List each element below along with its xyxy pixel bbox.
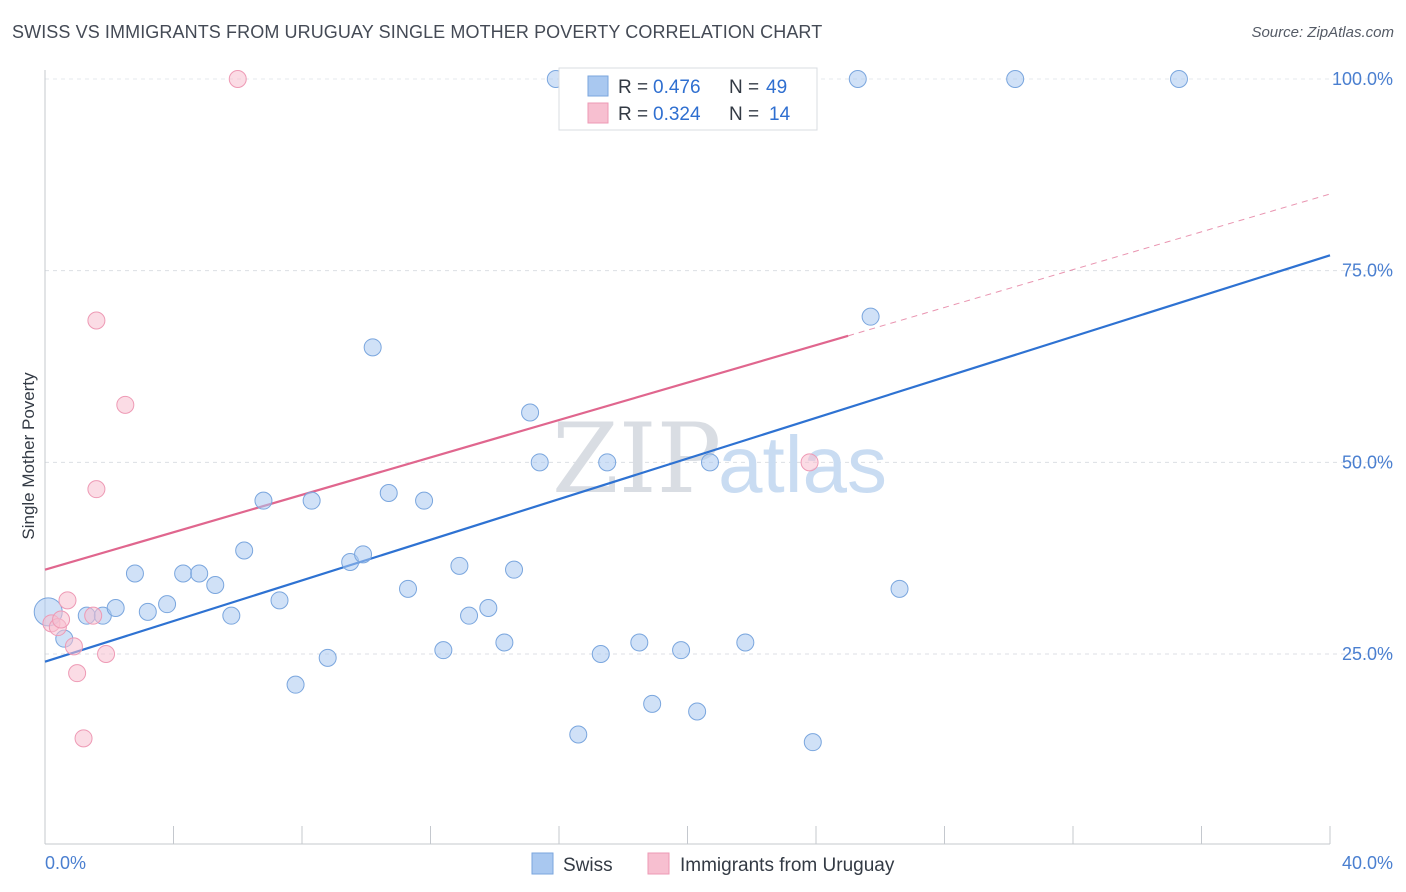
tick-labels: 25.0% 50.0% 75.0% 100.0% 0.0% 40.0% (45, 69, 1393, 873)
uruguay-point (116, 395, 135, 414)
swiss-point (598, 453, 617, 472)
swiss-point (379, 484, 398, 502)
swiss-point (190, 564, 209, 583)
swiss-point (569, 725, 588, 744)
legend-r-label-swiss: R = (618, 77, 648, 98)
watermark-zip: ZIP (552, 403, 721, 515)
uruguay-point (87, 311, 106, 330)
legend-r-value-uruguay: 0.324 (653, 104, 701, 125)
swiss-point (700, 453, 719, 472)
y-tick-label: 100.0% (1332, 69, 1393, 89)
swiss-point (630, 633, 649, 652)
swiss-point (318, 648, 337, 667)
legend-swatch-swiss (587, 75, 609, 97)
legend-swatch-swiss-bottom (531, 852, 554, 875)
swiss-point (861, 307, 880, 326)
swiss-point (736, 633, 755, 652)
swiss-point (1170, 70, 1189, 88)
swiss-point (254, 491, 273, 510)
swiss-point (434, 641, 453, 660)
swiss-point (363, 338, 382, 357)
trend-lines (44, 193, 1331, 663)
swiss-point (158, 595, 177, 614)
swiss-point (803, 733, 822, 752)
legend-swatch-uruguay (587, 102, 609, 124)
uruguay-trend-line (44, 334, 849, 571)
uruguay-point (84, 606, 103, 625)
swiss-point (354, 545, 373, 564)
uruguay-point (800, 453, 819, 472)
y-tick-label: 50.0% (1342, 452, 1393, 472)
swiss-point (399, 579, 418, 598)
uruguay-trend-extension (847, 193, 1331, 337)
swiss-point (530, 453, 549, 472)
legend-n-label-swiss: N = (729, 77, 759, 98)
y-axis-label: Single Mother Poverty (19, 372, 38, 540)
x-tick-label-min: 0.0% (45, 853, 86, 873)
swiss-point (106, 599, 125, 617)
legend-r-label-uruguay: R = (618, 104, 648, 125)
legend-swatch-uruguay-bottom (647, 852, 670, 875)
swiss-point (1006, 70, 1025, 88)
legend-label-swiss: Swiss (563, 855, 613, 876)
uruguay-point (228, 70, 247, 88)
swiss-point (206, 576, 225, 594)
y-tick-label: 75.0% (1342, 261, 1393, 281)
correlation-legend: R = 0.476 N = 49 R = 0.324 N = 14 (558, 67, 818, 131)
watermark: ZIP atlas (552, 403, 887, 515)
gridlines (45, 78, 1392, 655)
uruguay-point (58, 591, 77, 610)
swiss-point (138, 602, 157, 621)
swiss-point (495, 633, 514, 652)
data-points (33, 70, 1189, 752)
uruguay-point (52, 610, 71, 629)
y-tick-label: 25.0% (1342, 644, 1393, 664)
swiss-point (643, 694, 662, 713)
uruguay-point (87, 480, 106, 499)
swiss-point (450, 556, 469, 575)
uruguay-point (97, 645, 116, 663)
axes (44, 70, 1331, 845)
legend-n-value-swiss: 49 (766, 77, 787, 98)
chart-title: SWISS VS IMMIGRANTS FROM URUGUAY SINGLE … (12, 22, 823, 42)
legend-n-value-uruguay: 14 (769, 104, 791, 125)
series-legend: Swiss Immigrants from Uruguay (531, 852, 895, 876)
swiss-point (174, 564, 193, 583)
uruguay-point (68, 664, 87, 683)
uruguay-point (64, 637, 83, 656)
swiss-point (848, 70, 867, 88)
swiss-point (302, 491, 321, 510)
legend-label-uruguay: Immigrants from Uruguay (680, 855, 895, 876)
legend-r-value-swiss: 0.476 (653, 77, 701, 98)
chart-source: Source: ZipAtlas.com (1251, 24, 1394, 41)
swiss-point (235, 541, 254, 560)
swiss-point (890, 579, 909, 598)
uruguay-point (74, 729, 93, 748)
swiss-point (125, 564, 144, 583)
swiss-trend-line (44, 254, 1331, 663)
swiss-point (270, 591, 289, 610)
swiss-point (460, 606, 479, 625)
swiss-point (591, 645, 610, 663)
legend-n-label-uruguay: N = (729, 104, 759, 125)
x-tick-label-max: 40.0% (1342, 853, 1393, 873)
swiss-point (505, 560, 524, 579)
swiss-point (672, 641, 691, 660)
swiss-point (479, 599, 498, 617)
swiss-point (521, 403, 540, 422)
swiss-point (415, 491, 434, 510)
swiss-point (222, 606, 241, 625)
swiss-point (688, 702, 707, 721)
swiss-point (286, 675, 305, 694)
